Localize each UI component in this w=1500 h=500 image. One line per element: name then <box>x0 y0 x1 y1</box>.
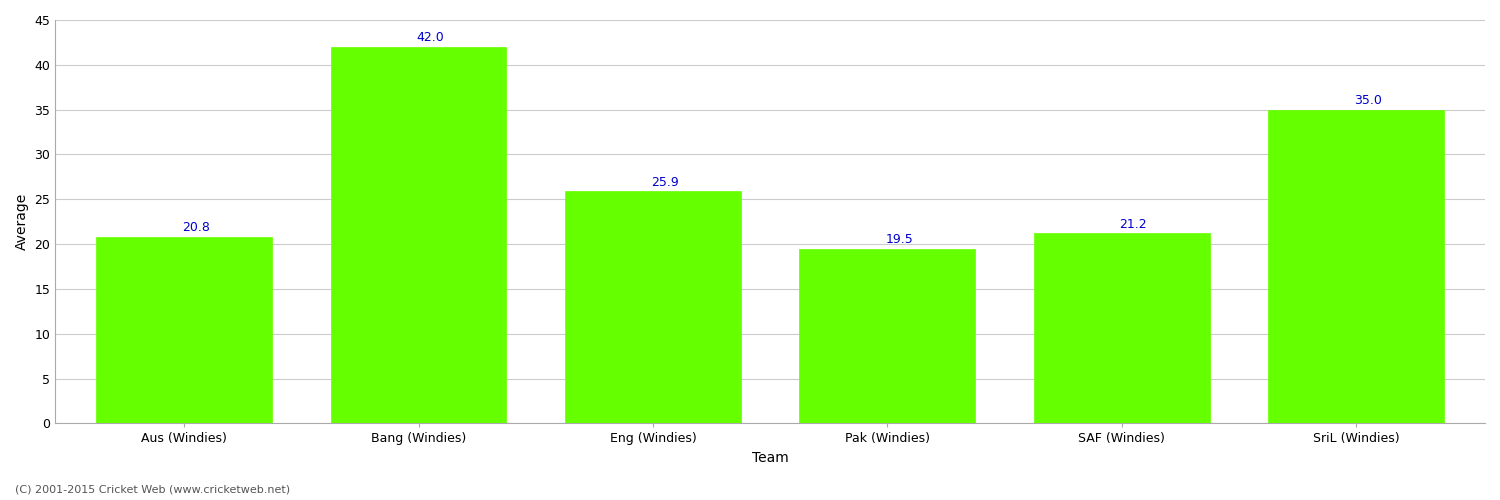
Text: 42.0: 42.0 <box>417 31 444 44</box>
Text: 25.9: 25.9 <box>651 176 678 188</box>
Bar <box>566 191 741 424</box>
Text: 35.0: 35.0 <box>1354 94 1382 107</box>
Text: (C) 2001-2015 Cricket Web (www.cricketweb.net): (C) 2001-2015 Cricket Web (www.cricketwe… <box>15 485 290 495</box>
Text: 20.8: 20.8 <box>182 222 210 234</box>
Text: 21.2: 21.2 <box>1119 218 1148 230</box>
Y-axis label: Average: Average <box>15 193 28 250</box>
Text: 19.5: 19.5 <box>885 233 914 246</box>
Bar <box>800 248 975 424</box>
Bar <box>1268 110 1444 424</box>
Bar <box>1034 234 1209 424</box>
Bar <box>330 47 507 424</box>
Bar <box>96 237 272 424</box>
X-axis label: Team: Team <box>752 451 789 465</box>
